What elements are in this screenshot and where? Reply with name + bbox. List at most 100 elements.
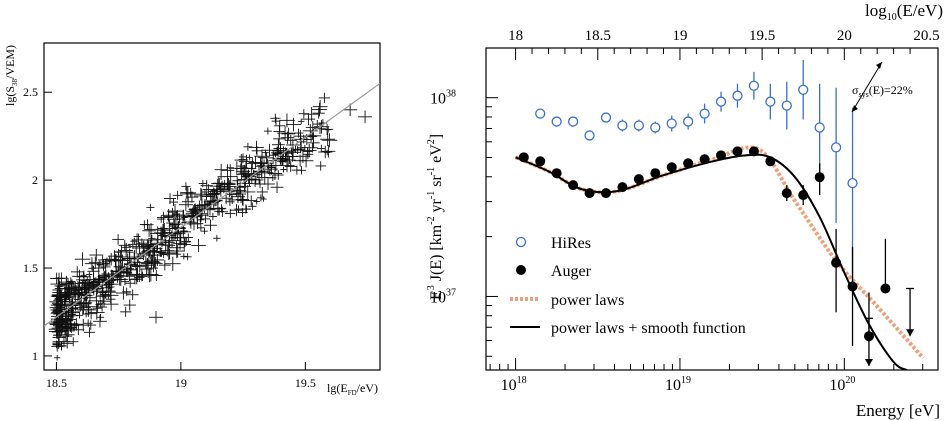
right-plot-frame [485,47,939,371]
left-data-point [272,170,284,180]
left-data-point [210,187,217,194]
legend-smooth-label: power laws + smooth function [551,320,746,337]
hires-data-point [830,87,842,223]
left-data-point [193,187,208,201]
left-data-point [73,281,85,293]
left-data-point [154,246,166,257]
left-data-point [61,338,73,349]
hires-data-point [600,112,612,123]
left-data-point [219,179,230,189]
legend-auger-label: Auger [551,263,592,280]
right-bottom-x-ticks: 1018 1019 1020 [489,358,924,394]
left-data-point [248,202,257,211]
left-data-point [196,224,205,232]
left-data-point [202,184,215,195]
sys-arrow-head-bottom [852,105,858,112]
left-data-point [82,276,98,290]
auger-data-point [748,146,759,157]
left-scatter-chart: 18.5 19 19.5 1 1.5 2 2.5 lg(EFD/eV) lg(S38/VE… [3,42,381,397]
right-top-tick-label: 19 [672,28,687,44]
left-data-point [96,302,108,312]
right-top-tick-label: 19.5 [749,28,775,44]
left-data-point [66,277,76,286]
left-data-point [273,142,288,155]
left-data-point [269,159,283,172]
left-data-point [141,239,154,251]
left-data-point [150,253,165,266]
left-data-point [312,120,322,129]
left-data-point [186,205,201,219]
left-data-point [226,164,235,172]
left-data-point [227,195,237,205]
left-data-point [191,238,206,252]
left-data-point [279,113,295,128]
hires-data-point [584,130,595,141]
auger-data-point [765,156,776,167]
left-data-point [113,273,127,286]
left-data-point [214,206,224,216]
left-data-point [263,127,272,135]
left-data-point [235,193,249,206]
left-data-point [280,153,296,167]
left-data-point [59,275,74,289]
auger-data-point [518,152,529,163]
left-data-point [97,255,108,265]
left-data-point [284,161,297,172]
left-data-point [204,219,217,231]
auger-data-point [716,150,727,161]
left-data-point [240,204,251,214]
auger-data-point [781,185,792,202]
left-data-point [161,208,176,222]
left-data-point [257,194,265,202]
left-data-point [282,148,291,156]
left-data-point [113,251,128,263]
right-spectrum-chart: 1018 1019 1020 18 18.5 19 19.5 20 20.5 1037 1038… [426,1,943,420]
left-data-point [119,244,134,257]
left-data-point [302,147,313,156]
smooth-function-curve [515,153,908,370]
left-data-point [267,167,283,181]
left-data-point [301,143,317,158]
hires-data-point [567,116,579,127]
left-data-point [243,142,253,151]
left-data-point [86,271,93,278]
left-data-point [158,259,171,271]
right-x-tick-label: 1018 [501,375,527,394]
left-data-point [59,330,73,342]
left-data-point [72,305,79,311]
left-data-point [287,147,296,155]
left-data-point [75,279,84,288]
left-data-point [225,197,235,206]
left-data-point [66,286,81,299]
left-data-point [143,254,160,269]
auger-data-point [683,158,694,169]
left-data-point [246,154,253,161]
left-data-point [201,228,208,235]
left-scatter-points [48,92,373,361]
left-data-point [164,256,181,271]
auger-data-point [617,182,628,193]
left-data-point [246,164,257,173]
left-data-point [256,170,273,185]
left-x-tick-label: 19 [175,376,187,390]
auger-data-point [699,154,710,165]
left-data-point [50,276,67,292]
left-y-tick-label: 2.5 [23,85,38,99]
right-data-series [518,59,915,367]
hires-data-point [748,71,760,100]
left-data-point [275,152,290,166]
left-data-point [120,306,132,317]
right-x-tick-label: 1020 [829,375,855,394]
left-data-point [256,186,268,197]
left-data-point [238,155,248,164]
left-data-point [148,257,163,270]
hires-data-point [798,59,809,120]
left-data-point [112,234,124,245]
auger-data-point [666,162,677,173]
left-data-point [214,163,228,176]
left-data-point [163,248,176,260]
left-x-axis-label: lg(EFD/eV) [327,381,378,397]
left-data-point [133,233,141,240]
hires-data-point [535,108,546,119]
left-data-point [185,187,197,198]
